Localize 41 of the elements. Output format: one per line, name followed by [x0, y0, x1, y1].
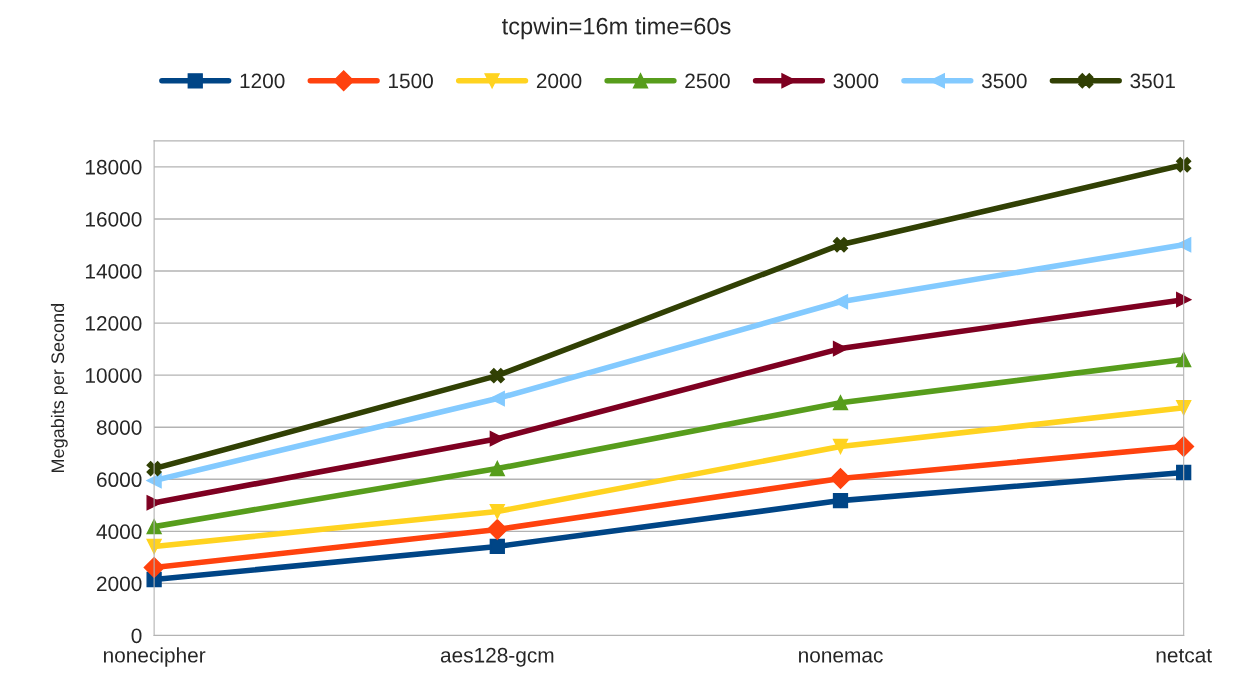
y-tick-label: 18000: [85, 159, 142, 175]
point: [832, 492, 849, 509]
x-tick-label: netcat: [1156, 648, 1212, 663]
point: [1176, 157, 1192, 173]
legend-label: 1500: [389, 73, 433, 89]
point: [486, 519, 508, 541]
point: [489, 538, 505, 555]
point: [489, 431, 505, 447]
point: [489, 503, 505, 520]
chart-title: tcpwin=16m time=60s: [502, 17, 731, 40]
y-tick-label: 6000: [97, 472, 142, 488]
legend-label: 1200: [240, 73, 285, 89]
point: [1176, 464, 1192, 481]
y-tick-label: 12000: [85, 316, 142, 331]
point: [489, 368, 505, 384]
y-tick-label: 14000: [85, 264, 142, 279]
y-tick-label: 0: [131, 628, 142, 644]
legend-label: 3500: [981, 73, 1027, 89]
point: [489, 390, 505, 407]
point: [1176, 400, 1192, 416]
y-tick-label: 2000: [97, 576, 142, 592]
point: [832, 294, 849, 310]
y-axis-title: Megabits per Second: [50, 304, 68, 472]
point: [832, 395, 849, 411]
x-tick-label: nonemac: [799, 651, 883, 663]
legend-label: 3000: [833, 73, 879, 89]
point: [146, 495, 162, 511]
legend-label: 2500: [685, 73, 730, 89]
point: [832, 438, 849, 455]
legend-label: 3501: [1130, 73, 1175, 89]
x-tick-label: nonecipher: [103, 647, 206, 667]
point: [832, 237, 849, 253]
point: [489, 460, 505, 477]
y-tick-label: 4000: [96, 524, 142, 540]
legend-label: 2000: [536, 73, 582, 89]
y-tick-label: 10000: [85, 368, 142, 383]
point: [1176, 292, 1192, 308]
x-tick-label: aes128-gcm: [440, 647, 554, 667]
y-tick-label: 16000: [85, 211, 142, 227]
point: [829, 467, 852, 490]
y-tick-label: 8000: [96, 420, 142, 435]
